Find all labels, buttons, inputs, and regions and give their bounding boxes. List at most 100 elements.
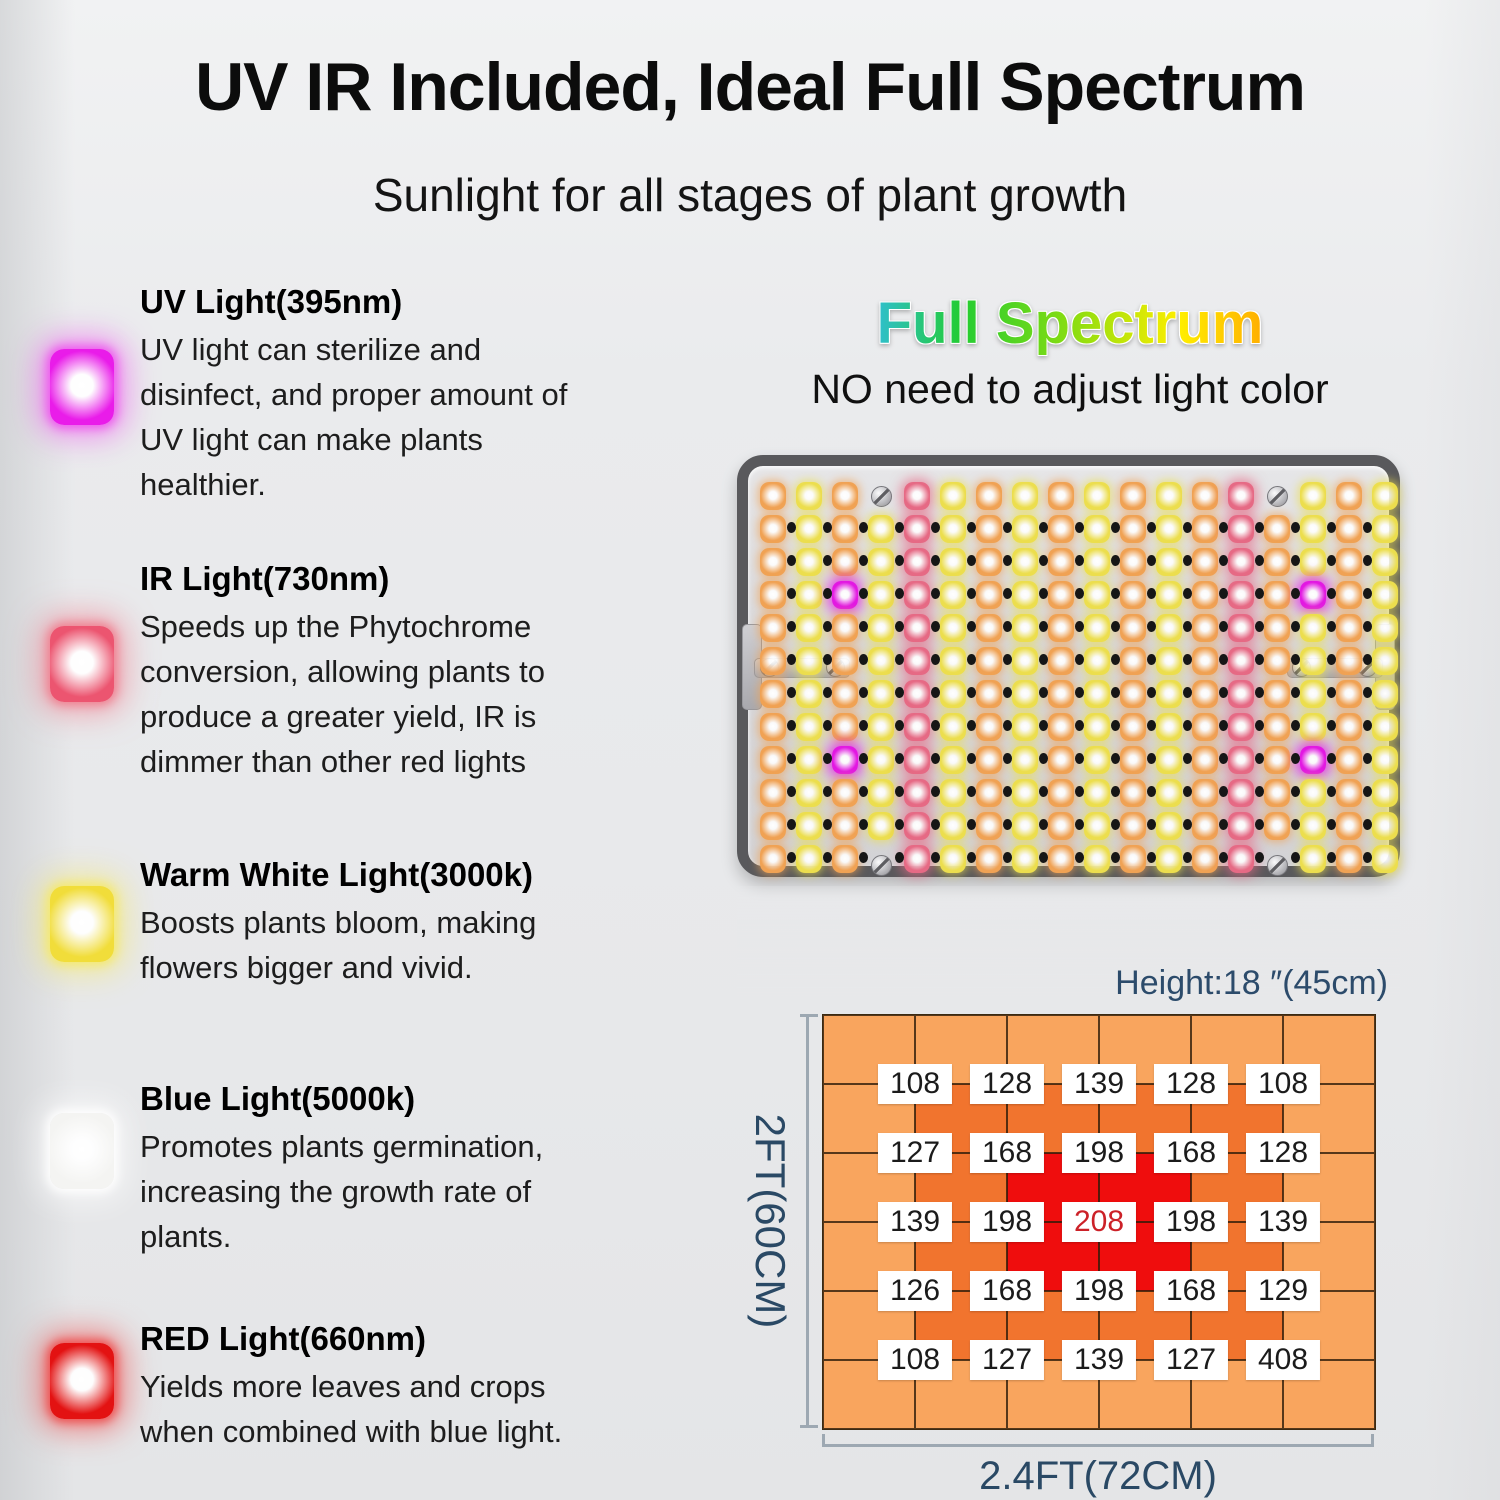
white-led (1300, 713, 1326, 741)
warm-white-led (1192, 812, 1218, 840)
warm-white-led (1192, 614, 1218, 642)
panel-hole-dot (1003, 521, 1012, 533)
panel-hole-dot (1363, 785, 1372, 797)
led-glow-icon (50, 1113, 114, 1189)
panel-hole-dot (1147, 653, 1156, 665)
warm-white-led (1264, 548, 1290, 576)
led-glow-icon (50, 886, 114, 962)
panel-hole-dot (787, 653, 796, 665)
red-led (1228, 482, 1254, 510)
panel-hole-dot (787, 719, 796, 731)
white-led (940, 647, 966, 675)
panel-hole-dot (967, 653, 976, 665)
light-type-title: RED Light(660nm) (140, 1320, 427, 1357)
warm-white-led (1192, 515, 1218, 543)
warm-white-led (760, 614, 786, 642)
ppfd-value-label: 127 (969, 1340, 1045, 1380)
panel-hole-dot (1183, 719, 1192, 731)
panel-screw (871, 855, 892, 876)
white-led (1156, 779, 1182, 807)
red-led (904, 614, 930, 642)
warm-white-led (976, 515, 1002, 543)
panel-hole-dot (787, 620, 796, 632)
warm-white-led (1336, 713, 1362, 741)
light-type-title: IR Light(730nm) (140, 560, 390, 597)
red-led (904, 812, 930, 840)
warm-white-led (832, 713, 858, 741)
panel-hole-dot (931, 521, 940, 533)
panel-hole-dot (1111, 653, 1120, 665)
panel-hole-dot (1291, 752, 1300, 764)
panel-hole-dot (823, 719, 832, 731)
panel-hole-dot (1075, 521, 1084, 533)
ppfd-value-label: 408 (1245, 1340, 1321, 1380)
panel-hole-dot (1327, 620, 1336, 632)
warm-white-led (1120, 482, 1146, 510)
panel-hole-dot (1111, 719, 1120, 731)
white-led (1372, 812, 1398, 840)
white-led (868, 548, 894, 576)
warm-white-led (1264, 680, 1290, 708)
white-led (940, 482, 966, 510)
ppfd-y-axis-line (806, 1014, 809, 1428)
panel-hole-dot (823, 785, 832, 797)
panel-hole-dot (1291, 719, 1300, 731)
red-led (1228, 647, 1254, 675)
panel-hole-dot (931, 554, 940, 566)
panel-hole-dot (859, 521, 868, 533)
panel-hole-dot (787, 554, 796, 566)
warm-white-led (1192, 845, 1218, 873)
panel-hole-dot (1219, 719, 1228, 731)
red-led (904, 746, 930, 774)
panel-hole-dot (967, 851, 976, 863)
panel-hole-dot (787, 785, 796, 797)
red-led (1228, 779, 1254, 807)
white-led (1012, 779, 1038, 807)
ppfd-value-label: 198 (1153, 1202, 1229, 1242)
panel-hole-dot (1147, 719, 1156, 731)
warm-white-led (1264, 614, 1290, 642)
red-led (1228, 845, 1254, 873)
panel-hole-dot (1075, 587, 1084, 599)
panel-hole-dot (931, 752, 940, 764)
white-led (868, 614, 894, 642)
warm-white-led (1336, 614, 1362, 642)
panel-hole-dot (895, 818, 904, 830)
red-led (904, 581, 930, 609)
panel-hole-dot (895, 851, 904, 863)
panel-hole-dot (859, 851, 868, 863)
panel-hole-dot (859, 620, 868, 632)
panel-hole-dot (787, 587, 796, 599)
warm-white-led (1192, 680, 1218, 708)
panel-hole-dot (967, 818, 976, 830)
white-led (796, 515, 822, 543)
panel-hole-dot (787, 851, 796, 863)
panel-hole-dot (1183, 554, 1192, 566)
panel-hole-dot (1075, 653, 1084, 665)
warm-white-led (760, 812, 786, 840)
page-subtitle: Sunlight for all stages of plant growth (372, 169, 1128, 221)
panel-hole-dot (1003, 851, 1012, 863)
red-led (1228, 548, 1254, 576)
panel-hole-dot (1147, 686, 1156, 698)
warm-white-led (1120, 812, 1146, 840)
warm-white-led (976, 614, 1002, 642)
ppfd-value-label: 198 (969, 1202, 1045, 1242)
red-led (1228, 581, 1254, 609)
white-led (1372, 482, 1398, 510)
light-type-description: UV light can sterilize and disinfect, an… (140, 332, 568, 502)
red-led (1228, 713, 1254, 741)
warm-white-led (1264, 647, 1290, 675)
panel-hole-dot (967, 620, 976, 632)
panel-hole-dot (1255, 719, 1264, 731)
warm-white-led (1264, 779, 1290, 807)
warm-white-led (1048, 680, 1074, 708)
panel-hole-dot (1363, 851, 1372, 863)
white-led (1084, 680, 1110, 708)
warm-white-led (832, 614, 858, 642)
white-led (1012, 614, 1038, 642)
panel-hole-dot (1039, 818, 1048, 830)
white-led (868, 647, 894, 675)
panel-hole-dot (1075, 554, 1084, 566)
white-led (1012, 680, 1038, 708)
